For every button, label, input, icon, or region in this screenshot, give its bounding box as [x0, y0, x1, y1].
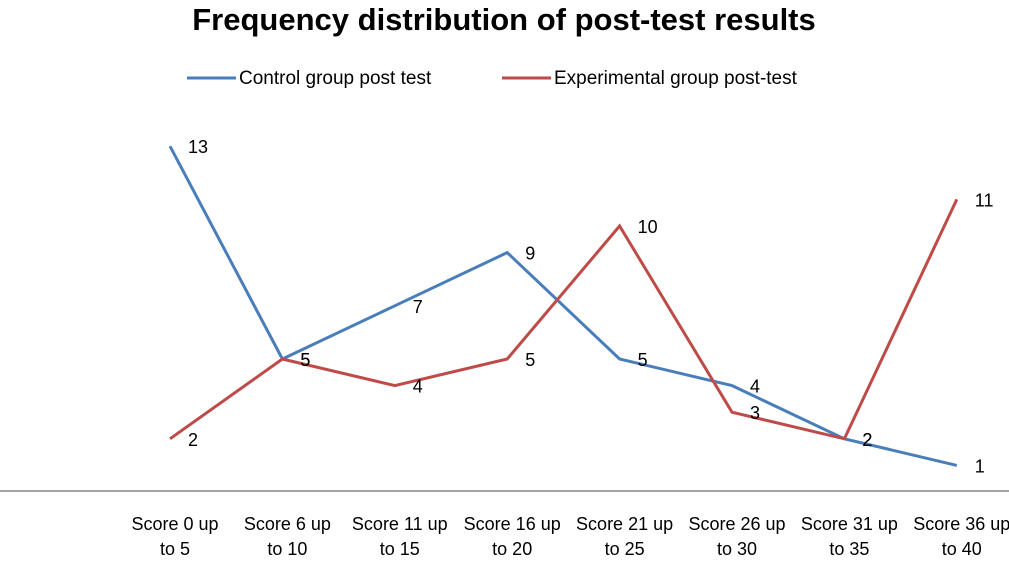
- x-tick-label-2-0: Score 11 up: [352, 514, 448, 534]
- data-label-1-1: 5: [300, 350, 310, 370]
- data-label-1-6: 2: [862, 430, 872, 450]
- x-tick-label-2-1: to 15: [380, 539, 420, 559]
- chart-title: Frequency distribution of post-test resu…: [192, 2, 816, 37]
- data-label-0-3: 9: [525, 244, 535, 264]
- x-tick-label-7-0: Score 36 up: [913, 514, 1009, 534]
- x-tick-label-6-0: Score 31 up: [801, 514, 898, 534]
- x-tick-labels: Score 0 up to 5 Score 6 up to 10 Score 11 up…: [131, 514, 1009, 559]
- series-line-0: [168, 145, 958, 467]
- data-label-0-5: 4: [750, 377, 760, 397]
- data-label-1-7: 11: [975, 190, 994, 210]
- data-label-0-6: 2: [862, 430, 872, 450]
- x-tick-label-1-0: Score 6 up: [244, 514, 331, 534]
- data-label-1-4: 10: [638, 217, 658, 237]
- x-tick-label-0-0: Score 0 up: [131, 514, 218, 534]
- x-tick-label-6-1: to 35: [829, 539, 869, 559]
- data-label-1-3: 5: [525, 350, 535, 370]
- x-tick-label-5-0: Score 26 up: [688, 514, 785, 534]
- legend-label-1: Experimental group post-test: [554, 68, 798, 89]
- data-label-1-5: 3: [750, 403, 760, 423]
- data-label-1-0: 2: [188, 430, 198, 450]
- series-line-1: [169, 198, 959, 441]
- data-label-0-7: 1: [975, 456, 985, 476]
- x-tick-label-5-1: to 30: [717, 539, 757, 559]
- x-tick-label-4-1: to 25: [605, 539, 645, 559]
- data-label-0-2: 7: [413, 297, 423, 317]
- data-label-0-1: 5: [300, 350, 310, 370]
- x-tick-label-1-1: to 10: [267, 539, 307, 559]
- data-label-0-0: 13: [188, 137, 208, 157]
- x-tick-label-7-1: to 40: [942, 539, 982, 559]
- x-tick-label-0-1: to 5: [160, 539, 190, 559]
- legend-label-0: Control group post test: [239, 68, 432, 89]
- x-tick-label-3-1: to 20: [492, 539, 532, 559]
- data-label-1-2: 4: [413, 377, 423, 397]
- data-label-0-4: 5: [638, 350, 648, 370]
- series-layer: [168, 145, 959, 467]
- x-tick-label-3-0: Score 16 up: [464, 514, 561, 534]
- x-tick-label-4-0: Score 21 up: [576, 514, 673, 534]
- legend: Control group post test Experimental grou…: [187, 68, 798, 89]
